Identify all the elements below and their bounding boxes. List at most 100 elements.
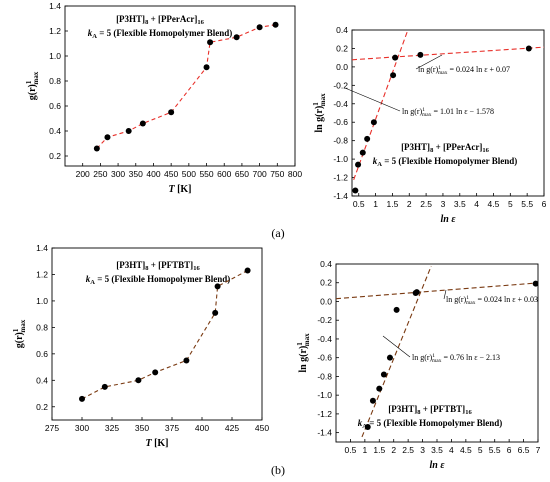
- y-tick-label: 0.2: [320, 278, 332, 288]
- data-point: [207, 39, 214, 46]
- chart-title-line: kA = 5 (Flexible Homopolymer Blend): [358, 418, 502, 430]
- x-tick-label: 4: [449, 445, 454, 455]
- y-tick-label: -0.6: [317, 353, 332, 363]
- data-point: [364, 135, 371, 142]
- x-tick-label: 4.5: [488, 199, 500, 209]
- x-tick-label: 400: [195, 423, 209, 433]
- plot-frame: [351, 29, 545, 197]
- data-point: [168, 109, 175, 116]
- series-line: [96, 24, 276, 149]
- x-axis-label: ln ε: [441, 214, 457, 225]
- data-point: [79, 395, 85, 402]
- data-point: [532, 280, 538, 287]
- y-tick-label: -0.8: [333, 136, 348, 146]
- x-tick-label: 700: [253, 169, 267, 179]
- x-tick-label: 200: [76, 169, 90, 179]
- chart-a-right: 0.5 1 1.5 2 2.5 3 3.5 4 4.5 5 5.5 6 -1.4 -1.2 -1.0 -0.8…: [312, 25, 547, 225]
- data-point: [183, 357, 190, 364]
- fit-equation-label: ln g(r)1 max = 0.76 ln ε − 2.13: [412, 353, 500, 364]
- data-point: [104, 134, 111, 141]
- data-point: [413, 289, 420, 296]
- data-point: [525, 45, 532, 52]
- y-axis-label: g(r)1max: [12, 319, 27, 348]
- x-tick-label: 5.5: [489, 445, 501, 455]
- x-tick-label: 400: [146, 169, 160, 179]
- y-tick-label: -1.2: [333, 173, 348, 183]
- y-tick-label: 1.4: [49, 1, 61, 11]
- y-tick-label: 0.2: [49, 151, 61, 161]
- x-tick-label: 2.5: [420, 199, 432, 209]
- x-tick-label: 2.5: [402, 445, 414, 455]
- x-tick-label: 4.5: [460, 445, 472, 455]
- x-tick-label: 450: [255, 423, 269, 433]
- y-tick-label: -0.2: [317, 315, 332, 325]
- data-point: [152, 369, 159, 376]
- fit-line: [361, 265, 432, 438]
- data-point: [393, 306, 400, 313]
- y-axis-label: g(r)1max: [25, 71, 40, 100]
- x-tick-label: 5.5: [521, 199, 533, 209]
- data-point: [101, 383, 108, 390]
- x-tick-label: 4: [474, 199, 479, 209]
- data-point: [244, 267, 251, 274]
- data-point: [139, 120, 146, 127]
- y-tick-label: 1.2: [49, 26, 61, 36]
- data-point: [355, 161, 362, 168]
- y-tick-label: 0.8: [36, 322, 48, 332]
- x-axis-label: T [K]: [145, 438, 168, 449]
- x-tick-label: 750: [270, 169, 284, 179]
- x-tick-label: 300: [111, 169, 125, 179]
- y-tick-label: -1.4: [333, 191, 348, 201]
- y-tick-label: 1.0: [49, 51, 61, 61]
- data-point: [214, 283, 221, 290]
- x-tick-label: 3.5: [431, 445, 443, 455]
- caption-b: (b): [271, 463, 285, 477]
- y-tick-label: 0.2: [36, 402, 48, 412]
- data-point: [352, 187, 359, 194]
- x-tick-label: 500: [182, 169, 196, 179]
- chart-title-line: kA = 5 (Flexible Homopolymer Blend): [373, 156, 517, 168]
- fit-equation-label: ln g(r)1 max = 0.024 ln ε + 0.03: [446, 295, 538, 306]
- plot-frame: [335, 263, 539, 443]
- y-axis-label: ln g(r)1max: [312, 93, 327, 133]
- data-point: [390, 72, 397, 79]
- x-tick-label: 375: [165, 423, 179, 433]
- x-tick-label: 5: [478, 445, 483, 455]
- data-point: [370, 119, 377, 126]
- y-tick-label: 0.8: [49, 76, 61, 86]
- x-tick-label: 2: [407, 199, 412, 209]
- y-tick-label: 1.4: [36, 243, 48, 253]
- chart-b-left: 275 300 325 350 375 400 425 450 0.2 0.4 0.6 0.8 1.0 1…: [12, 243, 269, 449]
- data-point: [125, 128, 132, 134]
- y-tick-label: -0.4: [317, 334, 332, 344]
- y-tick-label: -1.2: [317, 409, 332, 419]
- x-tick-label: 450: [164, 169, 178, 179]
- data-point: [369, 397, 376, 404]
- caption-a: (a): [271, 226, 284, 240]
- y-tick-label: 0.0: [320, 296, 332, 306]
- data-point: [417, 51, 424, 58]
- data-point: [233, 34, 240, 41]
- annotation-arrow: [415, 54, 443, 70]
- x-tick-label: 250: [93, 169, 107, 179]
- x-tick-label: 650: [235, 169, 249, 179]
- x-tick-label: 1: [362, 445, 367, 455]
- chart-b-right: 0.5 1 1.5 2 2.5 3 3.5 4 4.5 5 5.5 6 6.5 7 -1.4 -1.2 -1.0…: [296, 259, 541, 471]
- x-tick-label: 0.5: [345, 445, 357, 455]
- y-tick-label: 0.6: [49, 101, 61, 111]
- data-point: [364, 424, 371, 431]
- x-tick-label: 350: [129, 169, 143, 179]
- x-tick-label: 6: [542, 199, 547, 209]
- data-point: [203, 64, 210, 71]
- y-tick-label: -0.6: [333, 117, 348, 127]
- data-point: [359, 149, 366, 156]
- x-tick-label: 350: [135, 423, 149, 433]
- y-tick-label: 0.4: [36, 375, 48, 385]
- y-tick-label: -0.4: [333, 99, 348, 109]
- x-tick-label: 1.5: [373, 445, 385, 455]
- y-tick-label: 0.4: [320, 259, 332, 269]
- chart-title-line: [P3HT]8 + [PFTBT]16: [116, 260, 200, 272]
- x-tick-label: 3: [441, 199, 446, 209]
- data-point: [93, 145, 100, 152]
- data-point: [135, 377, 142, 384]
